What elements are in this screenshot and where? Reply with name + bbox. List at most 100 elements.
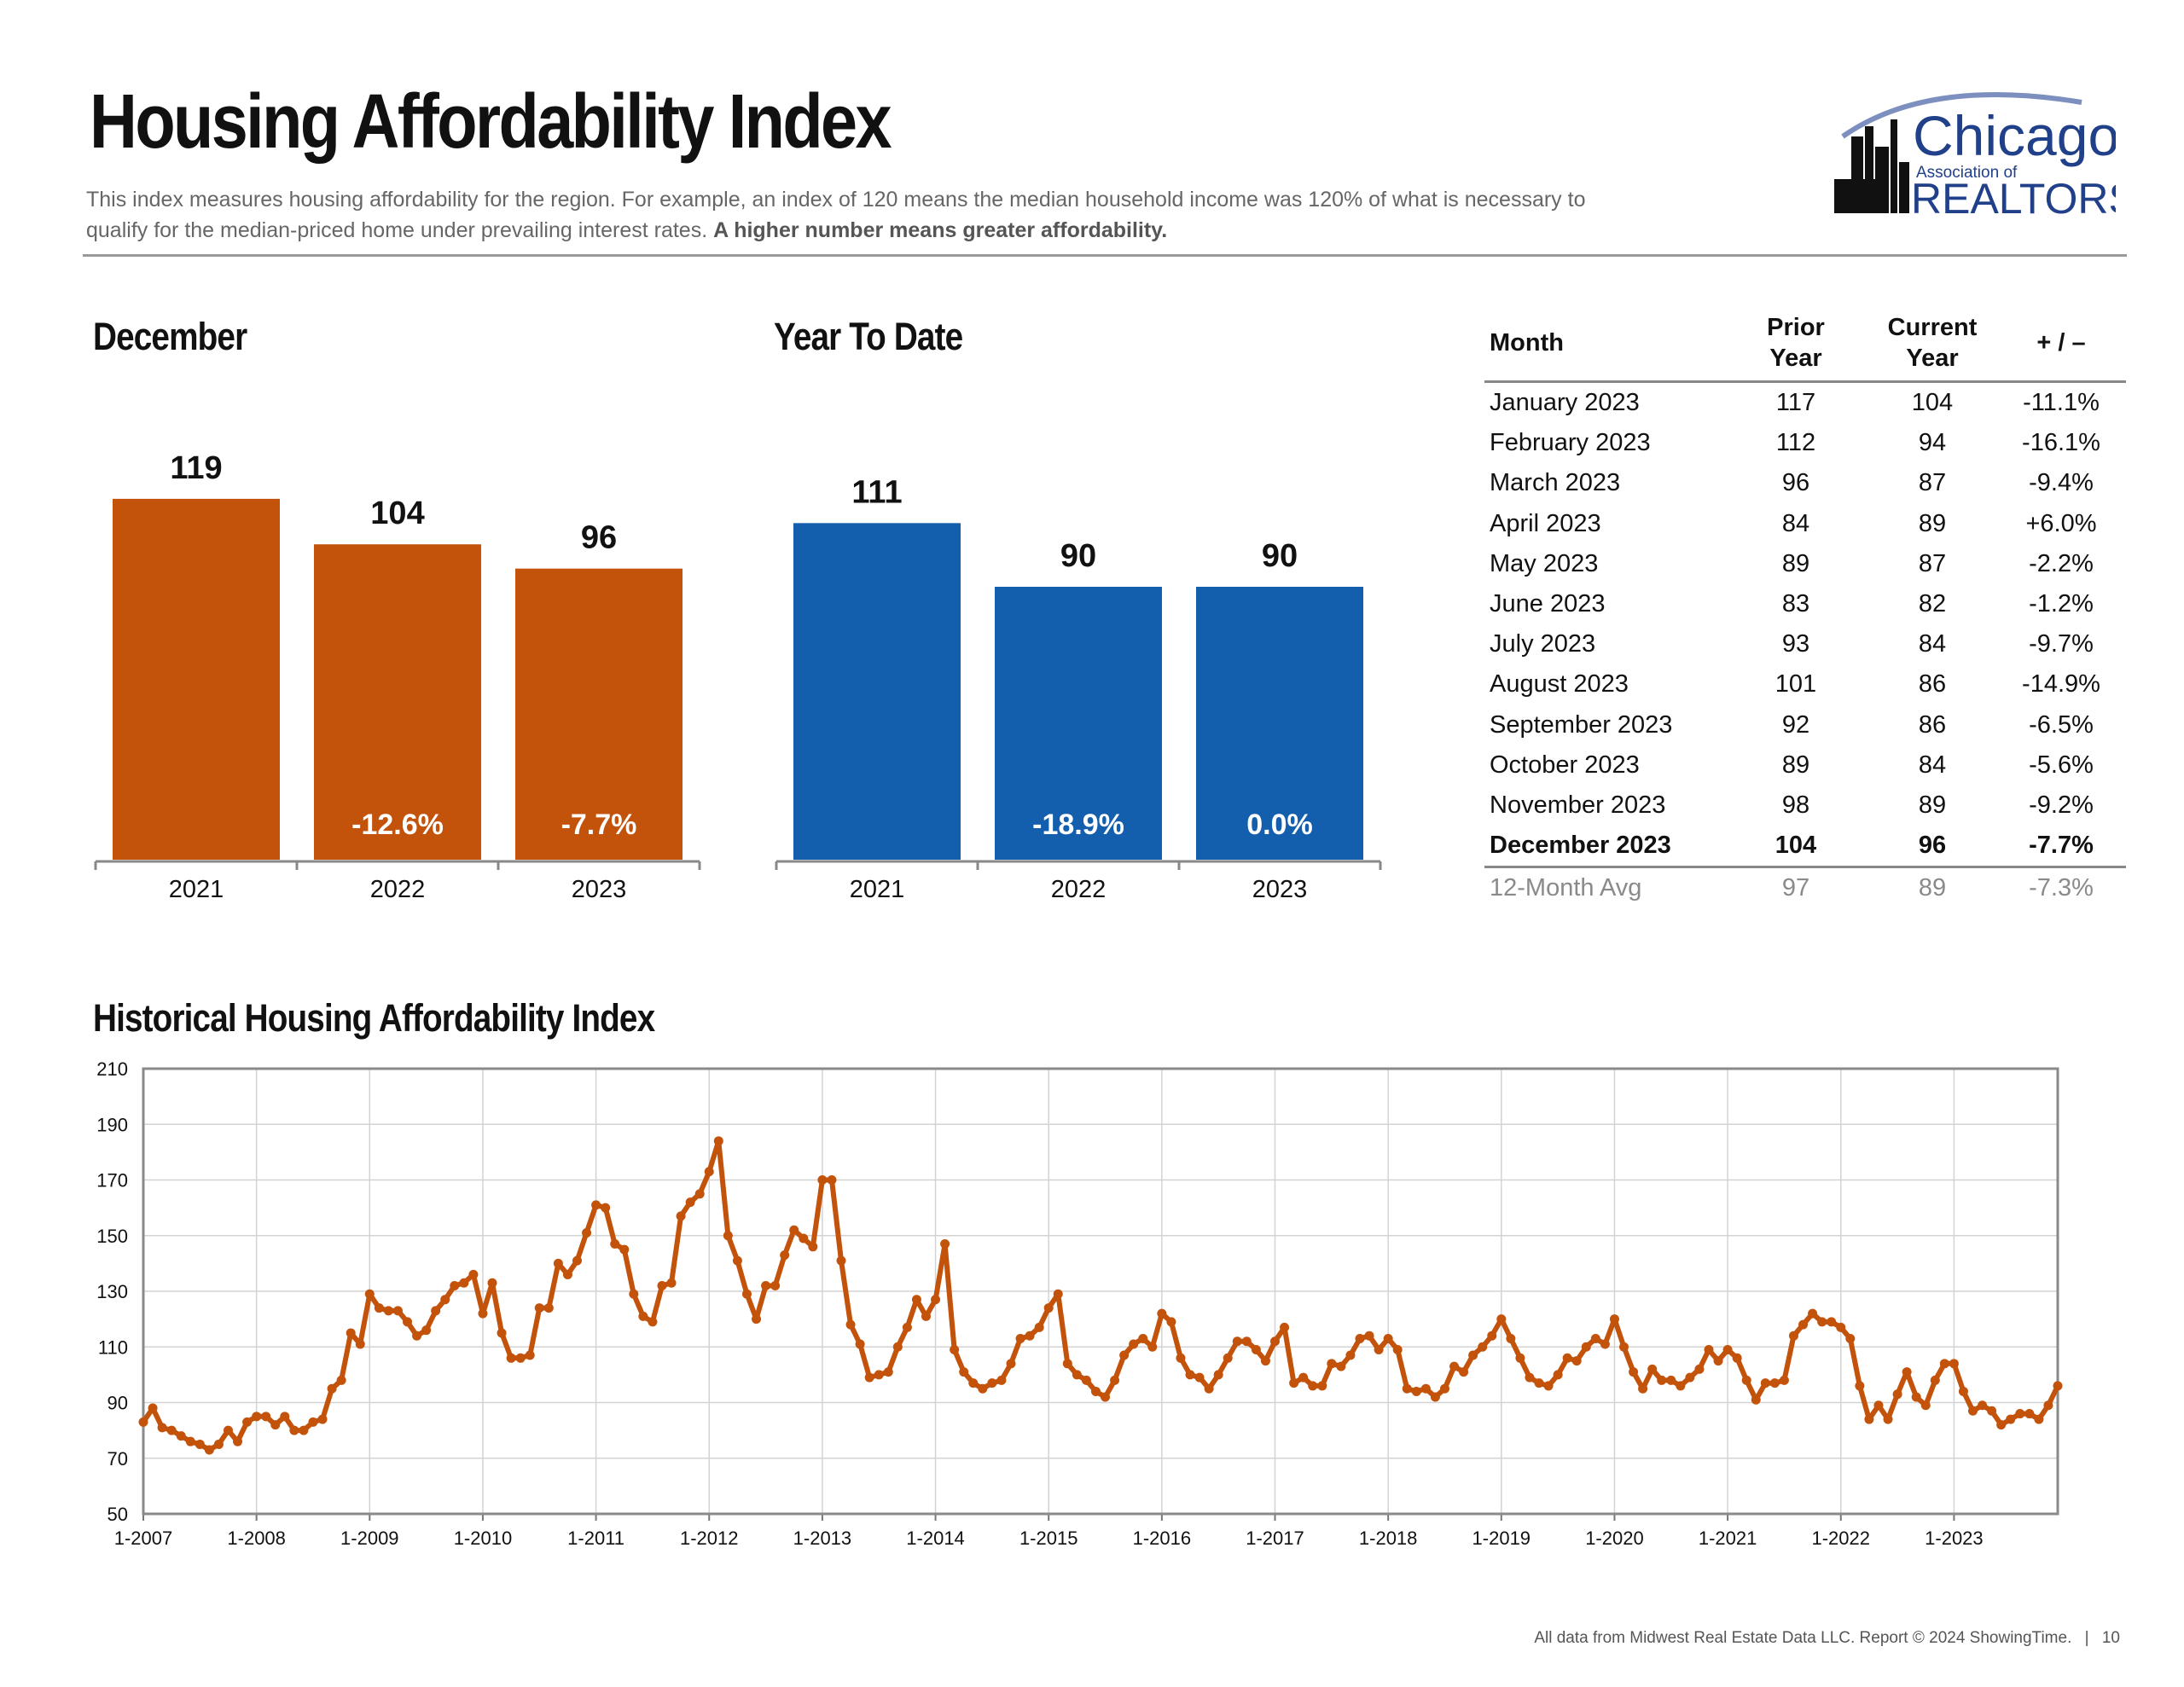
table-summary-row: 12-Month Avg 97 89 -7.3% <box>1484 868 2126 908</box>
data-point <box>1289 1378 1299 1388</box>
data-point <box>2015 1409 2025 1419</box>
data-point <box>1741 1375 1751 1385</box>
data-point <box>1213 1370 1223 1380</box>
data-point <box>1025 1330 1035 1341</box>
data-point <box>845 1319 856 1330</box>
ytd-bar-2022 <box>995 587 1162 860</box>
cell-prior-year: 92 <box>1781 710 1810 739</box>
page-description: This index measures housing affordabilit… <box>86 184 1588 246</box>
cell-month: February 2023 <box>1490 429 1651 457</box>
data-point <box>1392 1345 1403 1355</box>
ytd-chart-title: Year To Date <box>774 315 963 358</box>
x-tick-label: 1-2021 <box>1699 1528 1757 1549</box>
data-point <box>1119 1350 1130 1360</box>
data-point <box>1157 1308 1167 1319</box>
december-value-label: 119 <box>170 450 222 486</box>
chicago-skyline-logo-icon: Chicago Association of REALTORS <box>1834 92 2137 223</box>
cell-month: August 2023 <box>1490 670 1629 699</box>
cell-change: -9.2% <box>2029 791 2094 819</box>
data-point <box>704 1167 714 1177</box>
table-row: October 2023 89 84 -5.6% <box>1484 745 2126 786</box>
data-point <box>308 1417 318 1427</box>
logo-chicago-text: Chicago <box>1913 104 2116 167</box>
data-point <box>780 1250 790 1261</box>
data-point <box>355 1339 365 1349</box>
december-bar-chart: 119 2021 104 -12.6% 2022 96 -7.7% 2023 <box>94 450 701 903</box>
table-row: June 2023 83 82 -1.2% <box>1484 584 2126 624</box>
historical-chart-title: Historical Housing Affordability Index <box>93 996 655 1040</box>
data-point <box>1958 1386 1968 1396</box>
data-point <box>1827 1317 1837 1327</box>
data-point <box>817 1175 828 1185</box>
data-point <box>261 1412 271 1422</box>
data-point <box>1478 1342 1488 1352</box>
december-category-label: 2021 <box>169 876 224 903</box>
data-point <box>1439 1383 1449 1394</box>
table-row: May 2023 89 87 -2.2% <box>1484 544 2126 584</box>
footer-source: All data from Midwest Real Estate Data L… <box>1534 1629 2072 1647</box>
col-month: Month <box>1490 329 1564 357</box>
cell-change: -14.9% <box>2022 670 2100 699</box>
data-point <box>459 1278 469 1288</box>
data-point <box>1996 1420 2007 1430</box>
ytd-category-label: 2022 <box>1051 876 1107 903</box>
data-point <box>950 1345 960 1355</box>
cell-prior-year: 83 <box>1781 589 1810 617</box>
data-point <box>525 1350 535 1360</box>
data-point <box>1487 1330 1497 1341</box>
page-title: Housing Affordability Index <box>90 79 892 165</box>
data-point <box>2053 1381 2063 1391</box>
ytd-bar-chart: 111 2021 90 -18.9% 2022 90 0.0% 2023 <box>775 474 1382 903</box>
data-point <box>1638 1383 1648 1394</box>
data-point <box>770 1280 781 1290</box>
data-point <box>883 1367 893 1377</box>
data-point <box>1166 1317 1176 1327</box>
data-point <box>213 1439 224 1449</box>
cell-current-year: 87 <box>1918 549 1947 577</box>
data-point <box>1581 1342 1591 1352</box>
data-point <box>1204 1383 1214 1394</box>
skyline-shape <box>1834 119 1909 213</box>
table-row: February 2023 112 94 -16.1% <box>1484 423 2126 463</box>
logo-realtors-text: REALTORS <box>1911 175 2116 223</box>
data-point <box>2006 1414 2016 1424</box>
data-point <box>327 1383 337 1394</box>
data-point <box>1053 1289 1063 1299</box>
cell-change: -2.2% <box>2029 549 2094 577</box>
data-point <box>1072 1370 1082 1380</box>
data-point <box>1402 1383 1412 1394</box>
cell-month: July 2023 <box>1490 630 1596 658</box>
x-tick-label: 1-2012 <box>680 1528 739 1549</box>
data-point <box>1411 1386 1421 1396</box>
data-point <box>911 1295 921 1305</box>
ytd-change-label: -18.9% <box>1032 809 1124 841</box>
data-point <box>582 1227 592 1238</box>
data-point <box>1232 1336 1242 1347</box>
footer: All data from Midwest Real Estate Data L… <box>1534 1629 2120 1648</box>
data-point <box>752 1314 762 1325</box>
data-point <box>1459 1367 1469 1377</box>
data-point <box>1006 1359 1016 1369</box>
data-point <box>1855 1381 1865 1391</box>
plot-frame <box>142 1067 2059 1516</box>
cell-current-year: 84 <box>1918 751 1947 779</box>
data-point <box>648 1317 658 1327</box>
cell-month: 12-Month Avg <box>1490 874 1642 902</box>
data-point <box>1808 1308 1818 1319</box>
data-point <box>1590 1333 1600 1343</box>
data-point <box>299 1425 309 1435</box>
data-point <box>1374 1345 1384 1355</box>
y-tick-label: 50 <box>107 1504 128 1525</box>
data-point <box>1732 1353 1742 1363</box>
data-point <box>1685 1372 1695 1383</box>
data-point <box>1694 1364 1705 1374</box>
december-value-label: 96 <box>581 520 617 556</box>
data-point <box>694 1189 705 1199</box>
data-point <box>317 1414 328 1424</box>
data-point <box>383 1306 393 1316</box>
cell-change: -16.1% <box>2022 429 2100 457</box>
data-point <box>1110 1375 1120 1385</box>
data-point <box>204 1445 214 1455</box>
data-point <box>676 1211 686 1221</box>
cell-change: -9.7% <box>2029 630 2094 658</box>
